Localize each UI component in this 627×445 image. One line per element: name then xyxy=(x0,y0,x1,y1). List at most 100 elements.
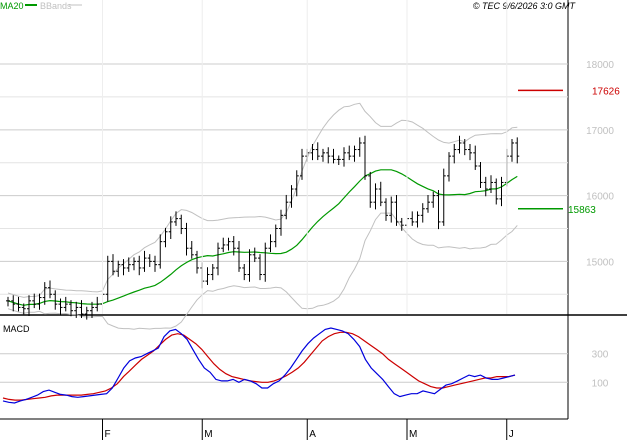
ma20-line xyxy=(7,169,518,306)
price-tick-label: 15000 xyxy=(586,257,614,268)
ohlc-bar xyxy=(410,211,415,226)
ohlc-bar xyxy=(69,300,73,317)
ohlc-bar xyxy=(457,135,462,154)
ohlc-bar xyxy=(389,196,394,223)
price-tick-label: 16000 xyxy=(586,192,614,203)
ohlc-bar xyxy=(489,175,493,193)
ohlc-bar xyxy=(195,250,199,274)
ohlc-bar xyxy=(210,264,215,281)
ohlc-bar xyxy=(494,178,499,205)
ohlc-bar xyxy=(300,148,304,180)
ohlc-bar xyxy=(216,242,220,276)
ohlc-bar xyxy=(21,303,26,315)
macd-panel-title: MACD xyxy=(3,324,30,334)
bollinger-lower-band xyxy=(7,212,518,330)
ohlc-bar xyxy=(342,147,346,167)
ohlc-bar xyxy=(462,139,467,156)
ohlc-bar xyxy=(116,260,121,277)
ohlc-bar xyxy=(357,137,362,157)
ohlc-bar xyxy=(226,237,231,251)
ohlc-bar xyxy=(373,183,378,210)
ohlc-bar xyxy=(336,155,341,166)
ohlc-bar xyxy=(32,293,37,309)
ma20-legend-label: MA20 xyxy=(0,1,24,11)
ohlc-bar xyxy=(473,145,478,170)
price-tick-label: 17000 xyxy=(586,126,614,137)
ohlc-bar xyxy=(378,181,383,207)
ohlc-bar xyxy=(279,209,283,236)
bbands-legend-label: BBands xyxy=(40,1,72,11)
ohlc-bar xyxy=(6,296,10,307)
ohlc-bar xyxy=(478,162,483,189)
ohlc-bar xyxy=(48,280,52,299)
ohlc-bar xyxy=(16,296,21,312)
ohlc-bar xyxy=(163,227,168,248)
ohlc-bar xyxy=(90,301,94,318)
ohlc-bar xyxy=(184,222,189,256)
ohlc-bar xyxy=(252,247,257,263)
ohlc-bar xyxy=(174,211,178,226)
ohlc-bar xyxy=(426,194,430,213)
ohlc-bar xyxy=(452,143,457,164)
ohlc-bar xyxy=(352,145,357,162)
ohlc-bar xyxy=(137,255,142,276)
ohlc-bar xyxy=(368,171,373,208)
ohlc-bar xyxy=(37,293,42,310)
ohlc-bar xyxy=(79,300,84,318)
ohlc-bar xyxy=(321,148,325,162)
ohlc-bar xyxy=(11,295,16,312)
ohlc-bar xyxy=(105,255,110,302)
ohlc-bar xyxy=(326,147,331,164)
ohlc-bar xyxy=(205,267,210,286)
ohlc-bar xyxy=(510,139,514,162)
ohlc-bar xyxy=(221,237,226,253)
ohlc-bar xyxy=(74,301,79,318)
ohlc-bar xyxy=(142,250,147,272)
x-tick-label: M xyxy=(409,429,417,440)
ohlc-bar xyxy=(147,254,152,267)
ohlc-bar xyxy=(158,234,163,269)
ohlc-bar xyxy=(179,214,184,235)
price-tick-label: 18000 xyxy=(586,60,614,71)
ohlc-bar xyxy=(53,290,58,310)
ohlc-bar xyxy=(58,298,63,315)
bollinger-upper-band xyxy=(7,102,518,298)
ohlc-bar xyxy=(242,264,247,281)
ohlc-bar xyxy=(258,254,262,281)
ohlc-bar xyxy=(310,143,315,161)
ohlc-bar xyxy=(415,211,420,228)
ohlc-bar xyxy=(237,240,241,272)
support-label: 15863 xyxy=(568,205,596,216)
ohlc-bar xyxy=(294,170,299,197)
ohlc-bar xyxy=(95,296,100,312)
ohlc-bar xyxy=(121,259,126,276)
ohlc-bar xyxy=(268,234,273,253)
ohlc-bar xyxy=(153,255,157,272)
ohlc-bar xyxy=(347,145,352,161)
ohlc-bar xyxy=(468,143,472,161)
ohlc-bar xyxy=(431,191,436,208)
macd-tick-label: 300 xyxy=(592,350,609,361)
ohlc-bar xyxy=(263,242,268,282)
macd-line xyxy=(2,327,516,404)
ohlc-bar xyxy=(399,217,404,231)
ohlc-bar xyxy=(447,152,451,182)
ohlc-bar xyxy=(441,168,446,226)
ohlc-bar xyxy=(515,137,520,164)
ohlc-bar xyxy=(420,203,425,223)
ohlc-bar xyxy=(189,240,194,259)
x-tick-label: A xyxy=(309,429,316,440)
ohlc-bar xyxy=(315,142,320,161)
resistance-label: 17626 xyxy=(592,86,620,97)
ohlc-bar xyxy=(247,249,252,282)
ohlc-bar xyxy=(231,236,236,256)
macd-tick-label: 100 xyxy=(592,378,609,389)
ohlc-bar xyxy=(284,194,289,220)
ohlc-bar xyxy=(499,176,504,207)
ohlc-bar xyxy=(289,185,294,208)
price-panel: 15000 16000 17000 18000 17626 15863 xyxy=(0,0,627,419)
ohlc-bar xyxy=(436,190,441,230)
